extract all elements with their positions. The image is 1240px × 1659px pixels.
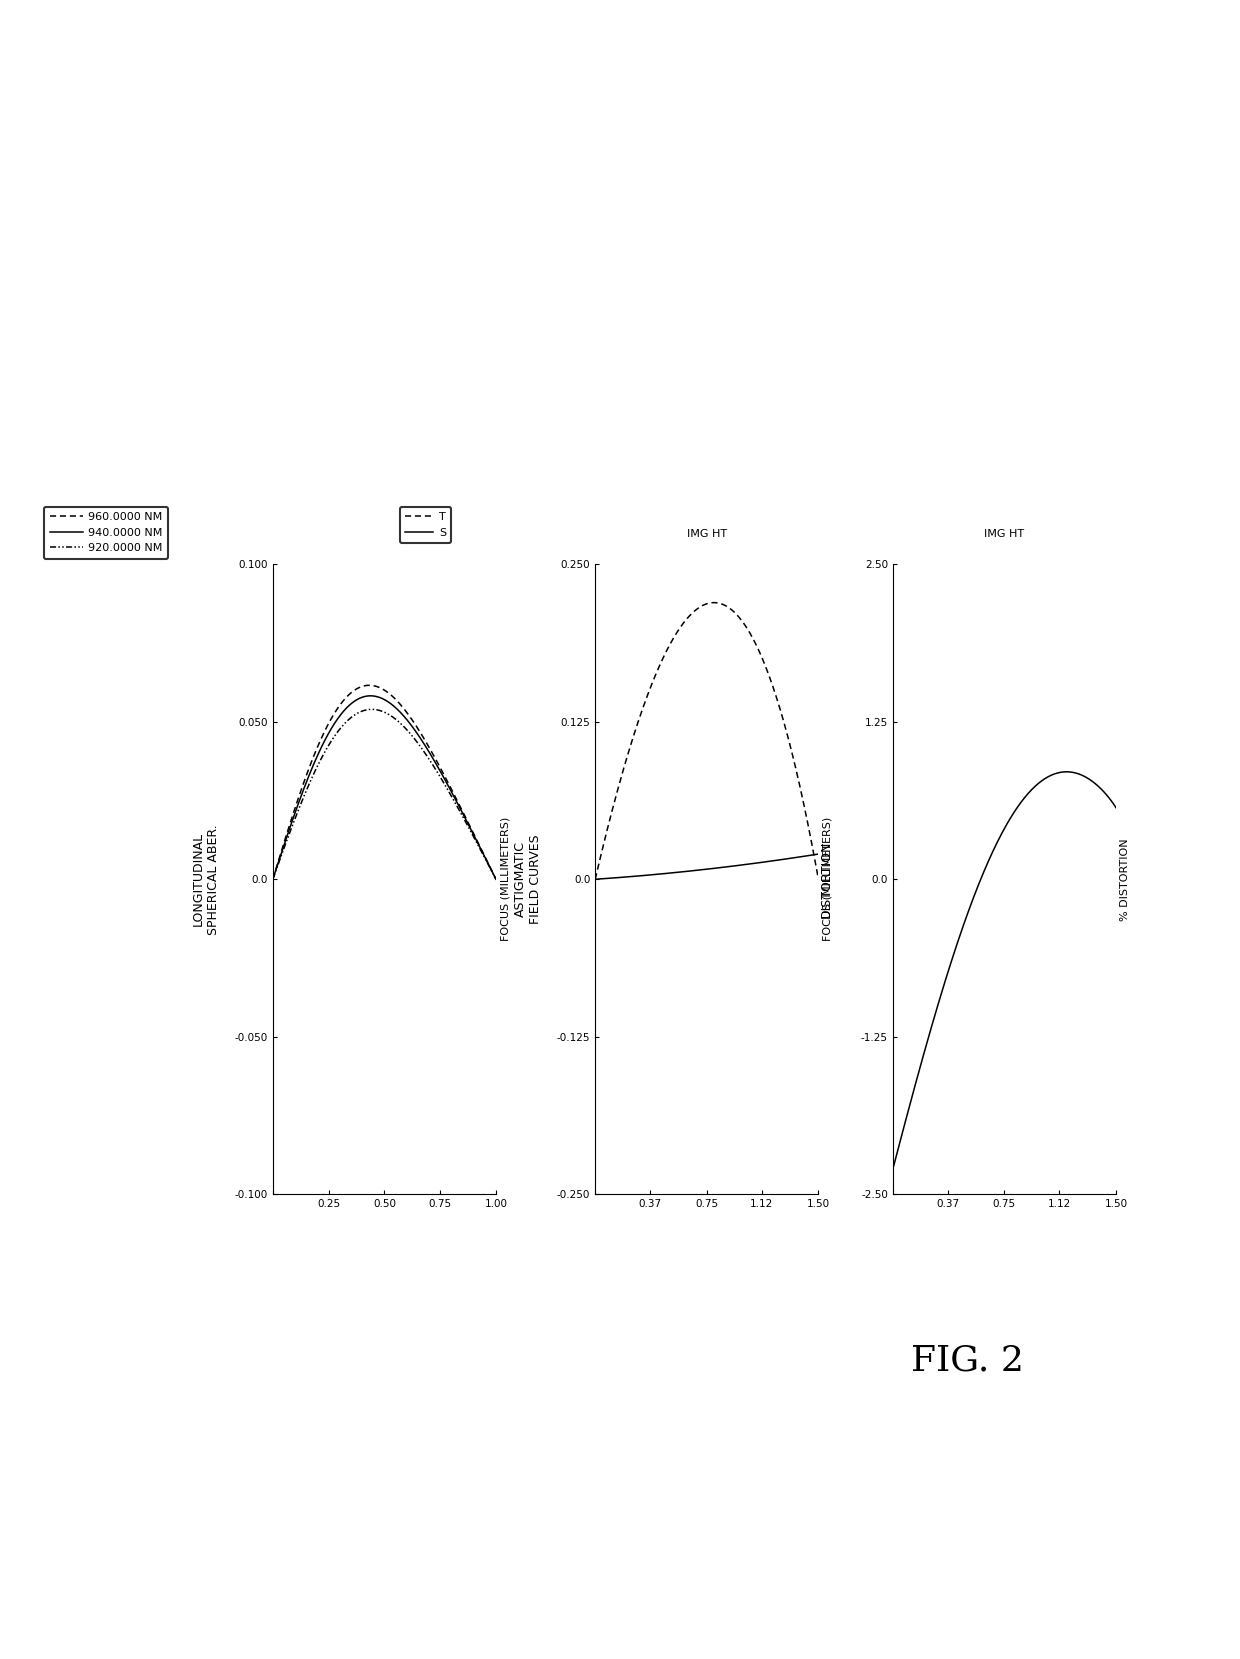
Text: DISTORTION: DISTORTION [820,841,832,917]
Text: FIG. 2: FIG. 2 [910,1344,1024,1377]
Text: IMG HT: IMG HT [985,529,1024,539]
Text: FOCUS (MILLIMETERS): FOCUS (MILLIMETERS) [501,818,511,941]
Legend: T, S: T, S [399,506,451,542]
Text: IMG HT: IMG HT [687,529,727,539]
Text: ASTIGMATIC
FIELD CURVES: ASTIGMATIC FIELD CURVES [515,834,542,924]
Text: LONGITUDINAL
SPHERICAL ABER.: LONGITUDINAL SPHERICAL ABER. [192,825,219,934]
Text: % DISTORTION: % DISTORTION [1121,838,1131,921]
Text: FOCUS (MILLIMETERS): FOCUS (MILLIMETERS) [823,818,833,941]
Legend: 960.0000 NM, 940.0000 NM, 920.0000 NM: 960.0000 NM, 940.0000 NM, 920.0000 NM [43,506,169,559]
